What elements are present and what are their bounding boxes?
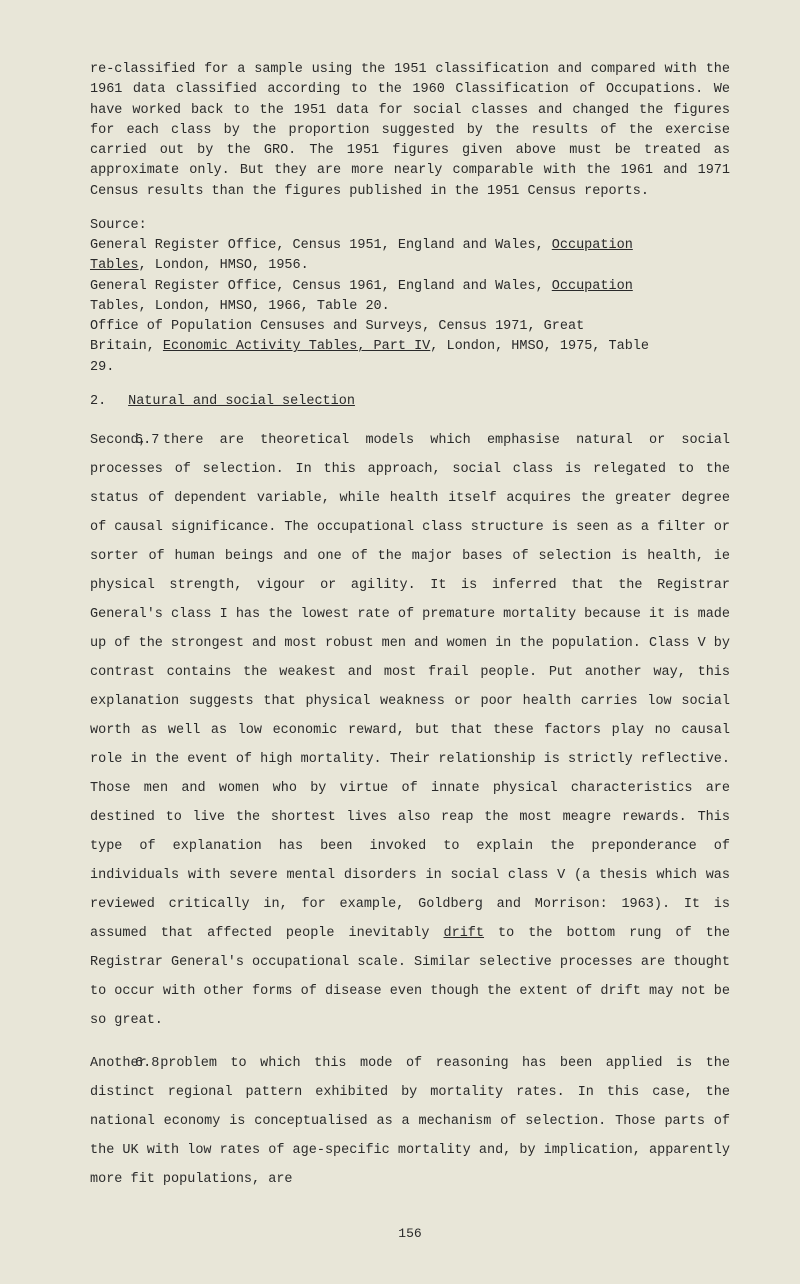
para67-text-post: to the bottom rung of the Registrar Gene… bbox=[90, 926, 730, 1028]
section-number: 2. bbox=[90, 392, 120, 412]
source-label: Source: bbox=[90, 216, 162, 236]
source-line1-pre: General Register Office, Census 1951, En… bbox=[90, 238, 552, 253]
margin-number-67: 6.7 bbox=[135, 426, 159, 455]
para68-text: Another problem to which this mode of re… bbox=[90, 1056, 730, 1187]
source-block: Source: General Register Office, Census … bbox=[90, 216, 730, 378]
para67-drift: drift bbox=[444, 926, 485, 941]
source-content: General Register Office, Census 1951, En… bbox=[90, 236, 654, 378]
para67-text-pre: Second, there are theoretical models whi… bbox=[90, 433, 730, 941]
source-line3-underline: Economic Activity Tables, Part IV bbox=[163, 339, 430, 354]
intro-paragraph: re-classified for a sample using the 195… bbox=[90, 60, 730, 202]
paragraph-6-7: 6.7 Second, there are theoretical models… bbox=[90, 426, 730, 1035]
section-title: Natural and social selection bbox=[128, 394, 355, 409]
source-line2-underline: Occupation bbox=[552, 279, 633, 294]
source-line2-post: Tables, London, HMSO, 1966, Table 20. bbox=[90, 299, 390, 314]
section-heading: 2. Natural and social selection bbox=[90, 392, 730, 412]
source-line1-post: , London, HMSO, 1956. bbox=[139, 258, 309, 273]
paragraph-6-8: 6.8 Another problem to which this mode o… bbox=[90, 1049, 730, 1194]
margin-number-68: 6.8 bbox=[135, 1049, 159, 1078]
page-number: 156 bbox=[90, 1224, 730, 1244]
source-line2-pre: General Register Office, Census 1961, En… bbox=[90, 279, 552, 294]
